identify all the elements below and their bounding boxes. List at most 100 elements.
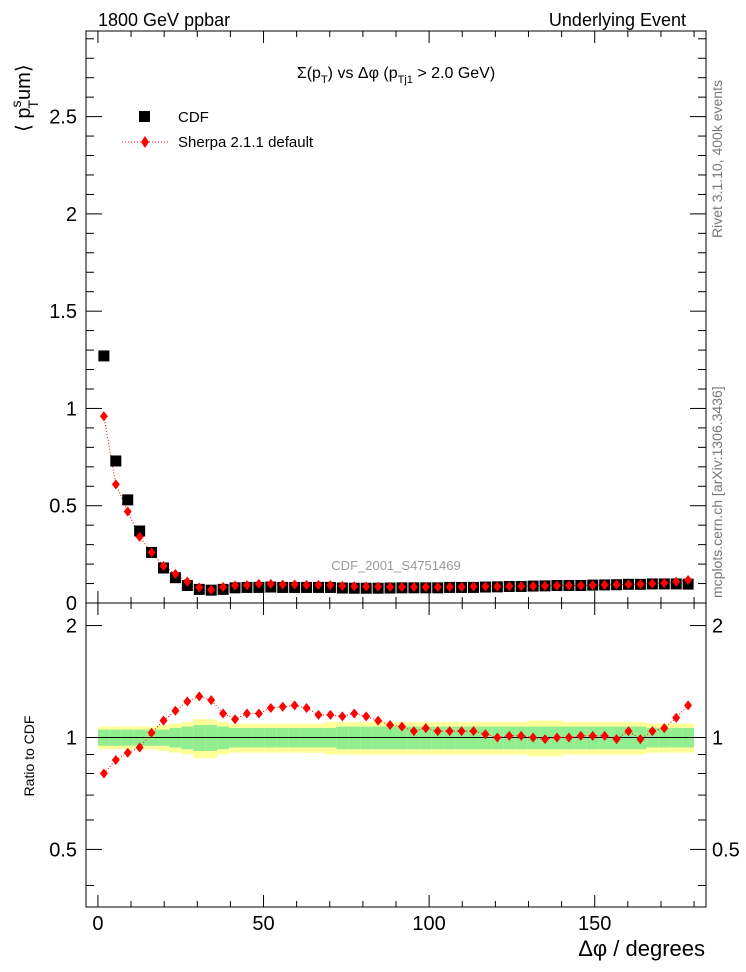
- x-tick-labels: 0 50 100 150: [92, 913, 611, 935]
- legend-sherpa-label: Sherpa 2.1.1 default: [178, 134, 314, 151]
- sherpa-point: [278, 579, 287, 590]
- ylabel-open: ⟨ p: [13, 108, 35, 132]
- ratio-point: [290, 700, 299, 711]
- x-tick-label: 100: [412, 913, 445, 935]
- sherpa-point: [529, 581, 538, 592]
- ratio-point: [314, 709, 323, 720]
- ratio-point: [338, 711, 347, 722]
- title-part-a-sub: T: [321, 74, 328, 86]
- rivet-label: Rivet 3.1.10, 400k events: [709, 80, 725, 238]
- ratio-point: [99, 768, 108, 779]
- sherpa-point: [171, 568, 180, 579]
- ratio-y-tick-label-right: 0.5: [712, 839, 740, 861]
- ratio-point: [421, 723, 430, 734]
- sherpa-point: [314, 579, 323, 590]
- ratio-point: [207, 695, 216, 706]
- x-tick-label: 0: [92, 913, 103, 935]
- y-tick-label: 2.5: [49, 107, 77, 129]
- ratio-point: [302, 703, 311, 714]
- ratio-point: [493, 732, 502, 743]
- band-stat-bin: [193, 725, 206, 751]
- sherpa-point: [183, 576, 192, 587]
- ratio-point: [159, 715, 168, 726]
- x-tick-label: 50: [252, 913, 274, 935]
- sherpa-point: [231, 580, 240, 591]
- y-tick-label: 1: [66, 398, 77, 420]
- title-part-b: ) vs Δφ (p: [328, 65, 398, 82]
- title-part-b-sub: Tj1: [398, 74, 413, 86]
- ylabel-tail: um⟩: [13, 64, 35, 100]
- ratio-point: [517, 730, 526, 741]
- sherpa-point: [397, 582, 406, 593]
- sherpa-point: [684, 575, 693, 586]
- main-y-tick-labels: 0 0.5 1 1.5 2 2.5: [49, 107, 77, 615]
- main-panel-ticks: [86, 31, 706, 604]
- header-left: 1800 GeV ppbar: [98, 10, 230, 30]
- sherpa-point: [517, 581, 526, 592]
- sherpa-point: [624, 579, 633, 590]
- ratio-point: [350, 708, 359, 719]
- legend-cdf-marker: [139, 111, 150, 122]
- sherpa-point: [302, 579, 311, 590]
- sherpa-point: [266, 578, 275, 589]
- sherpa-point: [433, 582, 442, 593]
- sherpa-point: [195, 582, 204, 593]
- ratio-point: [278, 701, 287, 712]
- ratio-data-marks: [99, 691, 693, 779]
- sherpa-point: [350, 581, 359, 592]
- ratio-point: [648, 726, 657, 737]
- sherpa-point: [111, 479, 120, 490]
- sherpa-point: [505, 581, 514, 592]
- ratio-y-tick-label: 1: [66, 727, 77, 749]
- y-tick-label: 1.5: [49, 301, 77, 323]
- sherpa-point: [421, 582, 430, 593]
- sherpa-point: [481, 581, 490, 592]
- y-tick-label: 2: [66, 204, 77, 226]
- sherpa-point: [326, 580, 335, 591]
- sherpa-point: [457, 581, 466, 592]
- sherpa-point: [147, 547, 156, 558]
- sherpa-point: [290, 579, 299, 590]
- ratio-point: [374, 715, 383, 726]
- legend-cdf-label: CDF: [178, 109, 209, 126]
- ratio-y-tick-label: 0.5: [49, 839, 77, 861]
- plot-title: Σ(pT) vs Δφ (pTj1 > 2.0 GeV): [297, 65, 495, 86]
- ratio-point: [457, 726, 466, 737]
- ratio-point: [660, 723, 669, 734]
- cdf-point: [110, 455, 122, 467]
- ylabel-sup: s: [8, 101, 24, 108]
- sherpa-point: [660, 577, 669, 588]
- sherpa-point: [493, 581, 502, 592]
- sherpa-point: [469, 581, 478, 592]
- analysis-label: CDF_2001_S4751469: [331, 558, 460, 573]
- sherpa-point: [588, 580, 597, 591]
- cdf-point: [122, 494, 134, 506]
- ratio-y-tick-labels: 0.5 0.5 1 1 2 2: [49, 616, 740, 862]
- ratio-point: [397, 721, 406, 732]
- ratio-point: [183, 696, 192, 707]
- sherpa-point: [648, 578, 657, 589]
- ratio-point: [195, 691, 204, 702]
- header-right: Underlying Event: [549, 10, 686, 30]
- ratio-point: [219, 708, 228, 719]
- main-data-marks: [98, 350, 694, 596]
- ratio-point: [445, 726, 454, 737]
- main-panel: 00.511.522.5 Σ(pT) vs Δφ (pTj1 > 2.0 GeV…: [8, 30, 707, 615]
- sherpa-point: [362, 581, 371, 592]
- sherpa-point: [338, 580, 347, 591]
- ratio-point: [171, 705, 180, 716]
- sherpa-point: [219, 582, 228, 593]
- ratio-point: [529, 732, 538, 743]
- ratio-point: [588, 730, 597, 741]
- ratio-point: [564, 732, 573, 743]
- ratio-point: [326, 709, 335, 720]
- ratio-point: [266, 703, 275, 714]
- ratio-point: [433, 726, 442, 737]
- ratio-panel-ticks: [86, 603, 706, 907]
- ratio-y-tick-label-right: 2: [712, 616, 723, 638]
- sherpa-point: [552, 580, 561, 591]
- ratio-point: [541, 734, 550, 745]
- ratio-y-tick-label: 2: [66, 616, 77, 638]
- ratio-y-axis-label: Ratio to CDF: [21, 716, 37, 797]
